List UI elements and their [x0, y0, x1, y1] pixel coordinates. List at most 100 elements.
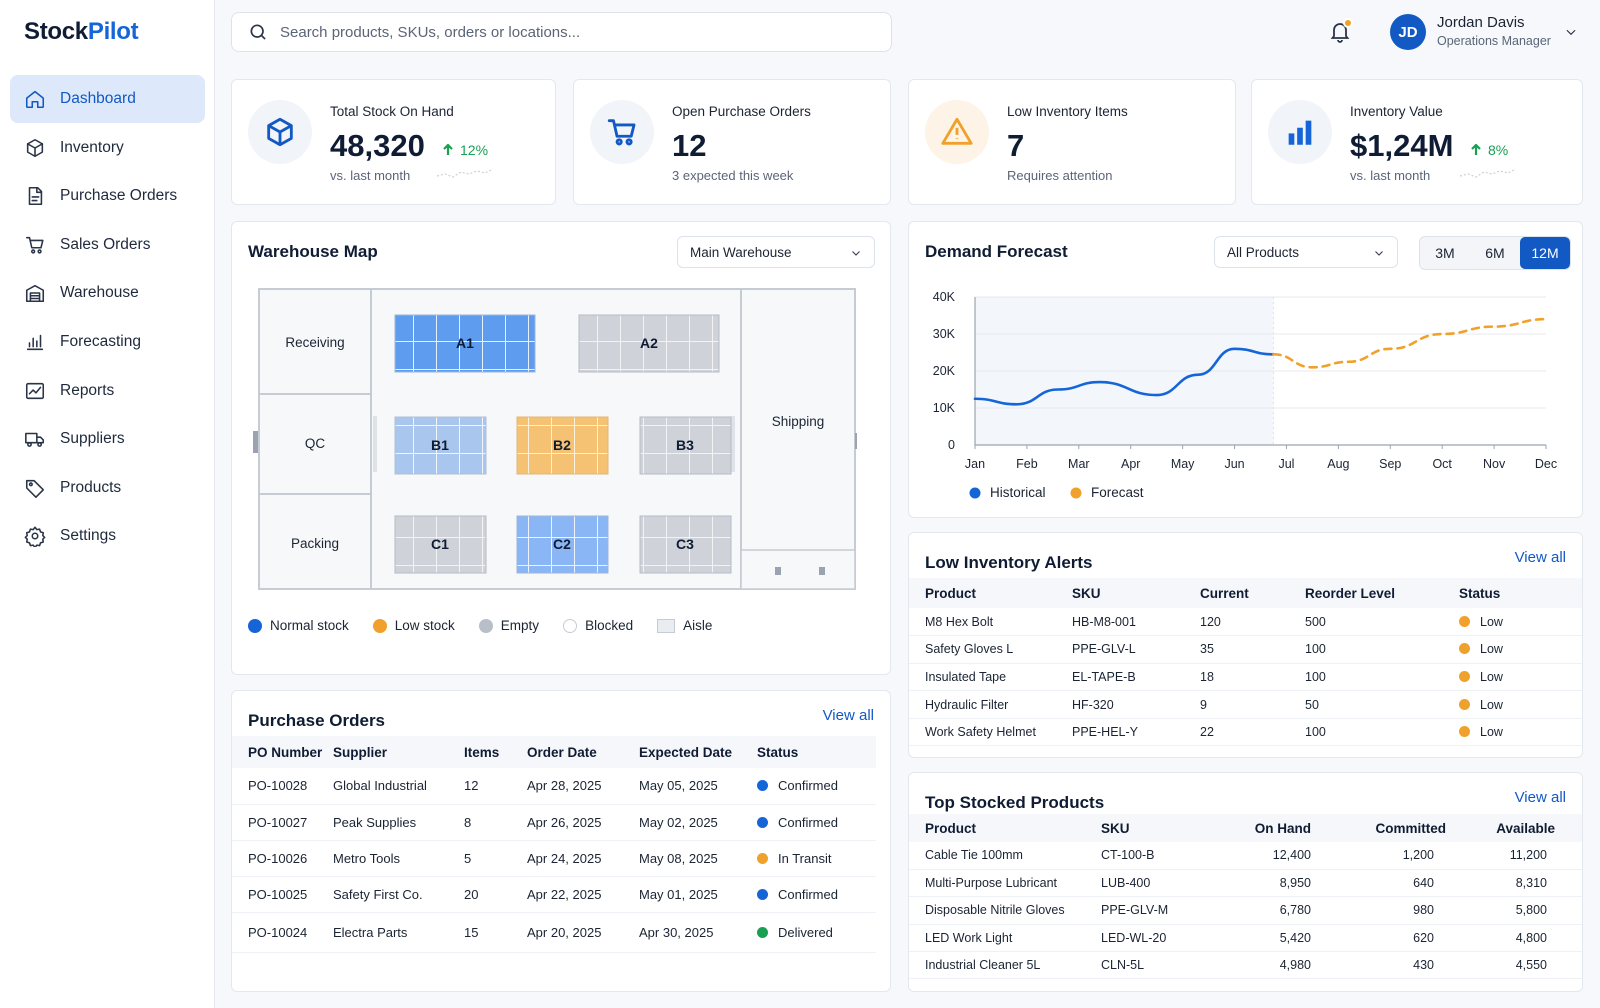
table-cell: 8,950	[1211, 869, 1311, 898]
svg-text:B2: B2	[553, 437, 571, 453]
notifications-button[interactable]	[1328, 18, 1354, 45]
table-row[interactable]: Industrial Cleaner 5L CLN-5L 4,980 430 4,550	[909, 951, 1582, 980]
purchase-orders-title: Purchase Orders	[248, 711, 386, 730]
table-row[interactable]: Work Safety Helmet PPE-HEL-Y 22 100 Low	[909, 718, 1582, 747]
table-cell: 20	[464, 876, 527, 913]
table-cell: EL-TAPE-B	[1072, 663, 1200, 692]
table-row[interactable]: M8 Hex Bolt HB-M8-001 120 500 Low	[909, 608, 1582, 637]
kpi-subtext: vs. last month	[330, 168, 411, 183]
sidebar-item-purchase-orders[interactable]: Purchase Orders	[10, 172, 205, 220]
bar-chart-icon	[24, 331, 46, 353]
table-cell: Global Industrial	[333, 768, 464, 805]
x-tick-label: Sep	[1379, 457, 1401, 471]
sidebar-item-label: Forecasting	[60, 332, 141, 350]
arrow-up-icon	[1471, 144, 1481, 155]
user-name[interactable]: Jordan Davis	[1437, 14, 1525, 31]
table-cell: M8 Hex Bolt	[909, 608, 1072, 637]
status-label: In Transit	[778, 850, 832, 866]
table-row[interactable]: PO-10026 Metro Tools 5 Apr 24, 2025 May 08, …	[232, 840, 876, 877]
tag-icon	[24, 477, 46, 499]
table-cell: Confirmed	[757, 804, 876, 841]
search-input[interactable]	[280, 23, 860, 41]
table-cell: LUB-400	[1101, 869, 1211, 898]
purchase-orders-card: Purchase Orders View all PO Number Suppl…	[231, 690, 891, 992]
legend-aisle: Aisle	[657, 618, 712, 633]
status-label: Low	[1480, 697, 1503, 712]
table-row[interactable]: Cable Tie 100mm CT-100-B 12,400 1,200 11,200	[909, 842, 1582, 870]
table-cell: 100	[1305, 663, 1459, 692]
table-row[interactable]: PO-10027 Peak Supplies 8 Apr 26, 2025 May 02…	[232, 804, 876, 841]
column-header: Current	[1200, 578, 1305, 608]
rack-a2[interactable]: A2	[578, 314, 720, 373]
table-cell: Low	[1459, 718, 1582, 747]
rack-c2[interactable]: C2	[516, 515, 609, 574]
rack-c3[interactable]: C3	[639, 515, 732, 574]
warehouse-select[interactable]: Main Warehouse	[677, 236, 875, 268]
document-icon	[24, 185, 46, 207]
rack-b2[interactable]: B2	[516, 416, 609, 475]
rack-c1[interactable]: C1	[394, 515, 487, 574]
status-dot	[757, 926, 768, 938]
product-filter-select[interactable]: All Products	[1214, 236, 1398, 268]
sidebar-item-label: Products	[60, 478, 122, 496]
column-header: Available	[1446, 814, 1582, 842]
sidebar-item-suppliers[interactable]: Suppliers	[10, 415, 205, 463]
table-row[interactable]: Multi-Purpose Lubricant LUB-400 8,950 640 8,…	[909, 869, 1582, 898]
sidebar-item-settings[interactable]: Settings	[10, 512, 205, 560]
low-inventory-view-all-link[interactable]: View all	[1514, 549, 1566, 566]
chevron-down-icon	[1375, 251, 1383, 256]
table-row[interactable]: LED Work Light LED-WL-20 5,420 620 4,800	[909, 924, 1582, 953]
sidebar-item-reports[interactable]: Reports	[10, 367, 205, 415]
status-dot	[757, 780, 768, 792]
range-toggle: 3M 6M 12M	[1419, 236, 1571, 270]
table-cell: Metro Tools	[333, 840, 464, 877]
warehouse-map-card: Warehouse Map Main Warehouse	[231, 221, 891, 675]
column-header: Product	[909, 814, 1101, 842]
low-inventory-title: Low Inventory Alerts	[925, 553, 1093, 572]
status-dot	[1459, 698, 1470, 710]
top-stocked-table: Product SKU On Hand Committed Available …	[909, 814, 1582, 980]
table-cell: PO-10025	[232, 876, 333, 913]
sidebar-item-inventory[interactable]: Inventory	[10, 124, 205, 172]
sidebar-item-forecasting[interactable]: Forecasting	[10, 318, 205, 366]
column-header: Product	[909, 578, 1072, 608]
table-cell: Apr 24, 2025	[527, 840, 639, 877]
x-tick-label: Oct	[1432, 457, 1452, 471]
rack-b1[interactable]: B1	[394, 416, 487, 475]
table-cell: 4,980	[1211, 951, 1311, 980]
app-logo[interactable]: StockPilot	[24, 18, 139, 45]
purchase-orders-view-all-link[interactable]: View all	[822, 707, 874, 724]
top-stocked-view-all-link[interactable]: View all	[1514, 789, 1566, 806]
user-menu-chevron-icon[interactable]	[1564, 25, 1578, 39]
avatar[interactable]: JD	[1390, 14, 1426, 50]
search-bar[interactable]	[231, 12, 892, 52]
table-cell: Disposable Nitrile Gloves	[909, 896, 1101, 925]
table-row[interactable]: Insulated Tape EL-TAPE-B 18 100 Low	[909, 663, 1582, 692]
range-3m-button[interactable]: 3M	[1435, 245, 1455, 261]
table-row[interactable]: PO-10024 Electra Parts 15 Apr 20, 2025 Apr 3…	[232, 912, 876, 953]
top-stocked-card: Top Stocked Products View all Product SK…	[908, 772, 1583, 992]
table-row[interactable]: Disposable Nitrile Gloves PPE-GLV-M 6,780 9…	[909, 896, 1582, 925]
kpi-value: 48,320	[330, 128, 425, 163]
column-header: On Hand	[1211, 814, 1311, 842]
rack-b3[interactable]: B3	[639, 416, 732, 475]
table-cell: 1,200	[1311, 842, 1446, 870]
table-row[interactable]: PO-10028 Global Industrial 12 Apr 28, 2025 M…	[232, 768, 876, 805]
range-6m-button[interactable]: 6M	[1485, 245, 1505, 261]
range-12m-button[interactable]: 12M	[1520, 237, 1570, 269]
y-tick-label: 10K	[933, 401, 956, 415]
status-label: Low	[1480, 642, 1503, 657]
sidebar-item-dashboard[interactable]: Dashboard	[10, 75, 205, 123]
legend-label-forecast: Forecast	[1091, 485, 1144, 500]
rack-a1[interactable]: A1	[394, 314, 536, 373]
svg-text:B1: B1	[431, 437, 449, 453]
kpi-value: 7	[1007, 128, 1025, 163]
sidebar-item-warehouse[interactable]: Warehouse	[10, 269, 205, 317]
table-row[interactable]: Hydraulic Filter HF-320 9 50 Low	[909, 690, 1582, 719]
kpi-card-open-po: Open Purchase Orders 12 3 expected this …	[573, 79, 891, 205]
legend-blocked: Blocked	[563, 618, 633, 633]
sidebar-item-products[interactable]: Products	[10, 464, 205, 512]
sidebar-item-sales-orders[interactable]: Sales Orders	[10, 221, 205, 269]
table-row[interactable]: PO-10025 Safety First Co. 20 Apr 22, 2025 Ma…	[232, 876, 876, 913]
table-row[interactable]: Safety Gloves L PPE-GLV-L 35 100 Low	[909, 635, 1582, 664]
